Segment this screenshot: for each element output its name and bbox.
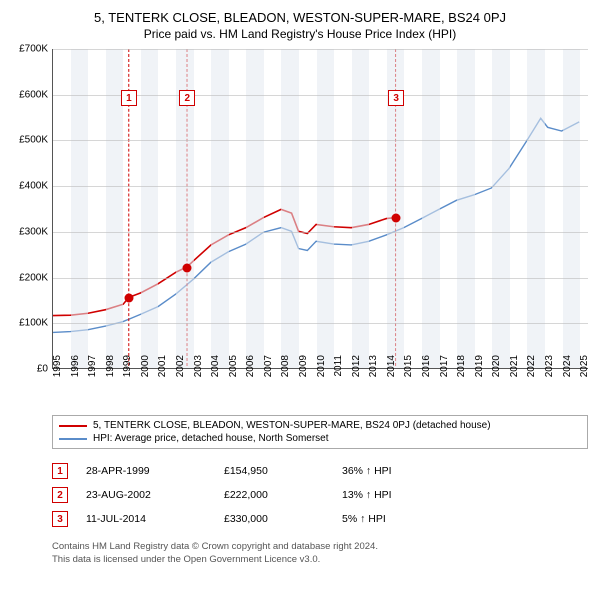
x-tick-label: 2025 xyxy=(579,355,590,391)
x-tick-label: 2017 xyxy=(439,355,450,391)
legend-label: 5, TENTERK CLOSE, BLEADON, WESTON-SUPER-… xyxy=(93,420,491,431)
year-band xyxy=(457,49,475,368)
sale-row: 3 11-JUL-2014 £330,000 5% ↑ HPI xyxy=(52,507,588,531)
sale-dot xyxy=(183,263,192,272)
year-band xyxy=(71,49,89,368)
sale-marker-box: 1 xyxy=(121,90,137,106)
sale-date: 11-JUL-2014 xyxy=(86,513,206,525)
x-tick-label: 2022 xyxy=(526,355,537,391)
legend-row: 5, TENTERK CLOSE, BLEADON, WESTON-SUPER-… xyxy=(59,419,581,432)
year-band xyxy=(317,49,335,368)
x-tick-label: 2014 xyxy=(386,355,397,391)
x-tick-label: 2007 xyxy=(263,355,274,391)
year-band xyxy=(211,49,229,368)
y-tick-label: £100K xyxy=(19,318,48,329)
x-tick-label: 2011 xyxy=(333,355,344,391)
sale-index-box: 1 xyxy=(52,463,68,479)
legend-swatch xyxy=(59,425,87,427)
x-tick-label: 2003 xyxy=(193,355,204,391)
sale-date: 23-AUG-2002 xyxy=(86,489,206,501)
chart-subtitle: Price paid vs. HM Land Registry's House … xyxy=(8,27,592,41)
footer-line-1: Contains HM Land Registry data © Crown c… xyxy=(52,541,588,554)
grid-line xyxy=(53,232,588,233)
x-tick-label: 2002 xyxy=(175,355,186,391)
sale-marker-box: 2 xyxy=(179,90,195,106)
sale-row: 2 23-AUG-2002 £222,000 13% ↑ HPI xyxy=(52,483,588,507)
y-tick-label: £400K xyxy=(19,181,48,192)
footer-attribution: Contains HM Land Registry data © Crown c… xyxy=(52,541,588,567)
y-tick-label: £500K xyxy=(19,135,48,146)
sale-dot xyxy=(392,214,401,223)
x-tick-label: 2001 xyxy=(157,355,168,391)
x-tick-label: 2015 xyxy=(403,355,414,391)
y-tick-label: £200K xyxy=(19,272,48,283)
y-tick-label: £700K xyxy=(19,44,48,55)
sale-diff-vs-hpi: 36% ↑ HPI xyxy=(342,465,442,477)
year-band xyxy=(492,49,510,368)
sales-table: 1 28-APR-1999 £154,950 36% ↑ HPI 2 23-AUG-200… xyxy=(52,459,588,531)
grid-line xyxy=(53,49,588,50)
x-tick-label: 2018 xyxy=(456,355,467,391)
legend-label: HPI: Average price, detached house, Nort… xyxy=(93,433,329,444)
sale-index-box: 3 xyxy=(52,511,68,527)
x-tick-label: 1995 xyxy=(52,355,63,391)
x-tick-label: 2012 xyxy=(351,355,362,391)
sale-marker-box: 3 xyxy=(388,90,404,106)
x-tick-label: 2008 xyxy=(280,355,291,391)
x-tick-label: 2024 xyxy=(562,355,573,391)
year-band xyxy=(281,49,299,368)
sale-price: £154,950 xyxy=(224,465,324,477)
year-band xyxy=(246,49,264,368)
y-tick-label: £600K xyxy=(19,89,48,100)
sale-price: £330,000 xyxy=(224,513,324,525)
legend-swatch xyxy=(59,438,87,440)
year-band xyxy=(527,49,545,368)
x-tick-label: 2013 xyxy=(368,355,379,391)
footer-line-2: This data is licensed under the Open Gov… xyxy=(52,554,588,567)
x-tick-label: 2006 xyxy=(245,355,256,391)
chart-area: £0£100K£200K£300K£400K£500K£600K£700K 12… xyxy=(8,49,592,409)
legend: 5, TENTERK CLOSE, BLEADON, WESTON-SUPER-… xyxy=(52,415,588,449)
x-tick-label: 2020 xyxy=(491,355,502,391)
sale-index-box: 2 xyxy=(52,487,68,503)
year-band xyxy=(141,49,159,368)
sale-date: 28-APR-1999 xyxy=(86,465,206,477)
x-tick-label: 2023 xyxy=(544,355,555,391)
x-tick-label: 2005 xyxy=(228,355,239,391)
grid-line xyxy=(53,278,588,279)
y-axis: £0£100K£200K£300K£400K£500K£600K£700K xyxy=(8,49,52,369)
x-tick-label: 2000 xyxy=(140,355,151,391)
x-axis: 1995199619971998199920002001200220032004… xyxy=(52,369,588,409)
x-tick-label: 2019 xyxy=(474,355,485,391)
x-tick-label: 2021 xyxy=(509,355,520,391)
chart-title: 5, TENTERK CLOSE, BLEADON, WESTON-SUPER-… xyxy=(8,10,592,25)
x-tick-label: 1999 xyxy=(122,355,133,391)
sale-diff-vs-hpi: 5% ↑ HPI xyxy=(342,513,442,525)
y-tick-label: £0 xyxy=(37,364,48,375)
x-tick-label: 2004 xyxy=(210,355,221,391)
grid-line xyxy=(53,186,588,187)
grid-line xyxy=(53,323,588,324)
x-tick-label: 1996 xyxy=(70,355,81,391)
sale-diff-vs-hpi: 13% ↑ HPI xyxy=(342,489,442,501)
x-tick-label: 2016 xyxy=(421,355,432,391)
x-tick-label: 1997 xyxy=(87,355,98,391)
y-tick-label: £300K xyxy=(19,226,48,237)
year-band xyxy=(352,49,370,368)
sale-price: £222,000 xyxy=(224,489,324,501)
year-band xyxy=(563,49,581,368)
legend-row: HPI: Average price, detached house, Nort… xyxy=(59,432,581,445)
sale-dot xyxy=(124,294,133,303)
grid-line xyxy=(53,140,588,141)
sale-row: 1 28-APR-1999 £154,950 36% ↑ HPI xyxy=(52,459,588,483)
plot-area: 1 2 3 xyxy=(52,49,588,369)
year-band xyxy=(422,49,440,368)
x-tick-label: 1998 xyxy=(105,355,116,391)
x-tick-label: 2009 xyxy=(298,355,309,391)
x-tick-label: 2010 xyxy=(316,355,327,391)
